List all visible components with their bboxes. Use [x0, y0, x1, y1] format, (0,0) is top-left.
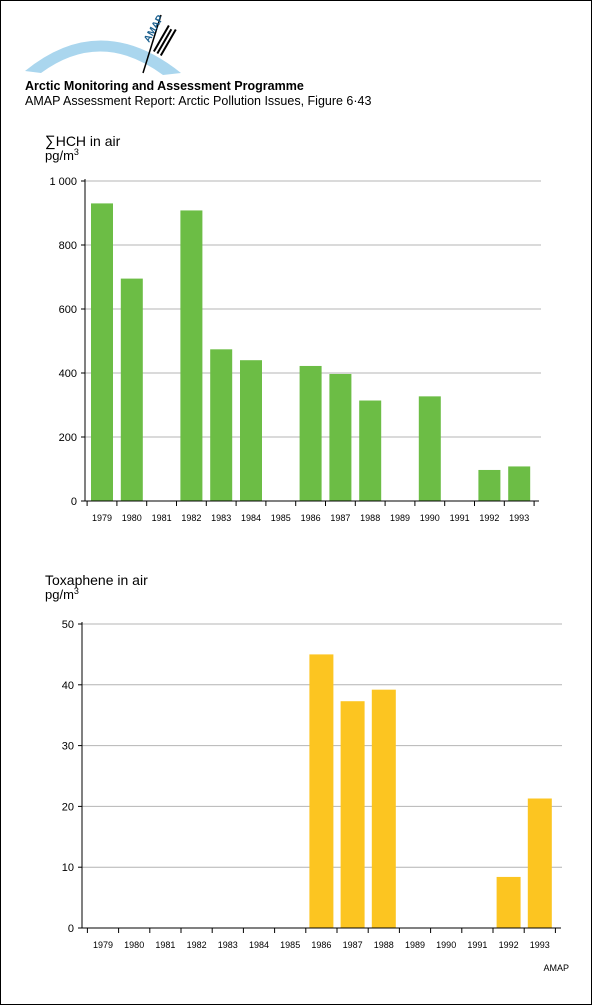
bar-1988	[371, 689, 396, 928]
x-tick-label: 1983	[211, 513, 231, 523]
x-tick-label: 1986	[301, 513, 321, 523]
x-tick-label: 1979	[92, 513, 112, 523]
x-tick-label: 1988	[360, 513, 380, 523]
chart-title: ∑HCH in air	[45, 133, 121, 150]
logo-fineprint	[153, 25, 177, 56]
x-tick-label: 1990	[436, 940, 456, 950]
y-tick-label: 400	[59, 368, 77, 380]
x-tick-label: 1993	[530, 940, 550, 950]
logo-arc	[25, 40, 181, 75]
y-tick-label: 800	[59, 240, 77, 252]
bar-1982	[180, 210, 203, 501]
x-tick-label: 1982	[187, 940, 207, 950]
x-tick-label: 1992	[499, 940, 519, 950]
bar-1987	[329, 373, 352, 501]
x-tick-label: 1991	[467, 940, 487, 950]
x-tick-label: 1984	[241, 513, 261, 523]
bar-1983	[210, 349, 233, 501]
x-tick-label: 1989	[390, 513, 410, 523]
y-tick-label: 10	[62, 862, 74, 874]
bar-1984	[240, 360, 262, 501]
x-tick-label: 1987	[330, 513, 350, 523]
amap-logo: AMAP	[25, 13, 181, 75]
x-tick-label: 1985	[280, 940, 300, 950]
y-tick-label: 40	[62, 680, 74, 692]
bar-1993	[527, 798, 552, 928]
bar-1992	[478, 469, 501, 501]
bar-1979	[91, 203, 113, 501]
report-subtitle: AMAP Assessment Report: Arctic Pollution…	[25, 94, 372, 108]
x-tick-label: 1982	[181, 513, 201, 523]
y-tick-label: 0	[68, 923, 74, 935]
footer-credit: AMAP	[543, 963, 569, 973]
logo-text: AMAP	[142, 13, 166, 44]
y-tick-label: 200	[59, 432, 77, 444]
bar-1992	[496, 876, 521, 928]
x-tick-label: 1991	[450, 513, 470, 523]
x-tick-label: 1983	[218, 940, 238, 950]
x-tick-label: 1979	[93, 940, 113, 950]
y-tick-label: 0	[71, 496, 77, 508]
bar-1986	[309, 654, 334, 928]
x-tick-label: 1984	[249, 940, 269, 950]
bar-1988	[359, 400, 382, 501]
y-unit-exponent: 3	[74, 147, 79, 157]
x-tick-label: 1988	[374, 940, 394, 950]
logo-slash	[142, 14, 162, 74]
y-tick-label: 600	[59, 304, 77, 316]
y-tick-label: 1 000	[49, 176, 77, 188]
x-tick-label: 1981	[152, 513, 172, 523]
bar-1986	[299, 365, 322, 501]
bar-1987	[340, 701, 365, 928]
bar-1993	[508, 466, 531, 501]
y-tick-label: 30	[62, 741, 74, 753]
bar-1990	[418, 396, 441, 501]
x-tick-label: 1990	[420, 513, 440, 523]
x-tick-label: 1993	[509, 513, 529, 523]
sigma-symbol: ∑	[45, 133, 56, 150]
y-unit-base: pg/m	[45, 148, 74, 163]
x-tick-label: 1987	[343, 940, 363, 950]
report-title: Arctic Monitoring and Assessment Program…	[25, 79, 304, 93]
y-unit-base: pg/m	[45, 587, 74, 602]
x-tick-label: 1980	[122, 513, 142, 523]
x-tick-label: 1992	[479, 513, 499, 523]
chart-title: Toxaphene in air	[45, 572, 148, 588]
x-tick-label: 1985	[271, 513, 291, 523]
y-unit-exponent: 3	[74, 586, 79, 596]
y-unit-label: pg/m3	[45, 586, 79, 602]
x-tick-label: 1986	[311, 940, 331, 950]
y-tick-label: 20	[62, 801, 74, 813]
y-unit-label: pg/m3	[45, 147, 79, 163]
bar-1980	[120, 278, 143, 501]
y-tick-label: 50	[62, 619, 74, 631]
chart-title-text: HCH in air	[56, 133, 121, 149]
x-tick-label: 1980	[124, 940, 144, 950]
x-tick-label: 1981	[155, 940, 175, 950]
chart-title-text: Toxaphene in air	[45, 572, 148, 588]
x-tick-label: 1989	[405, 940, 425, 950]
